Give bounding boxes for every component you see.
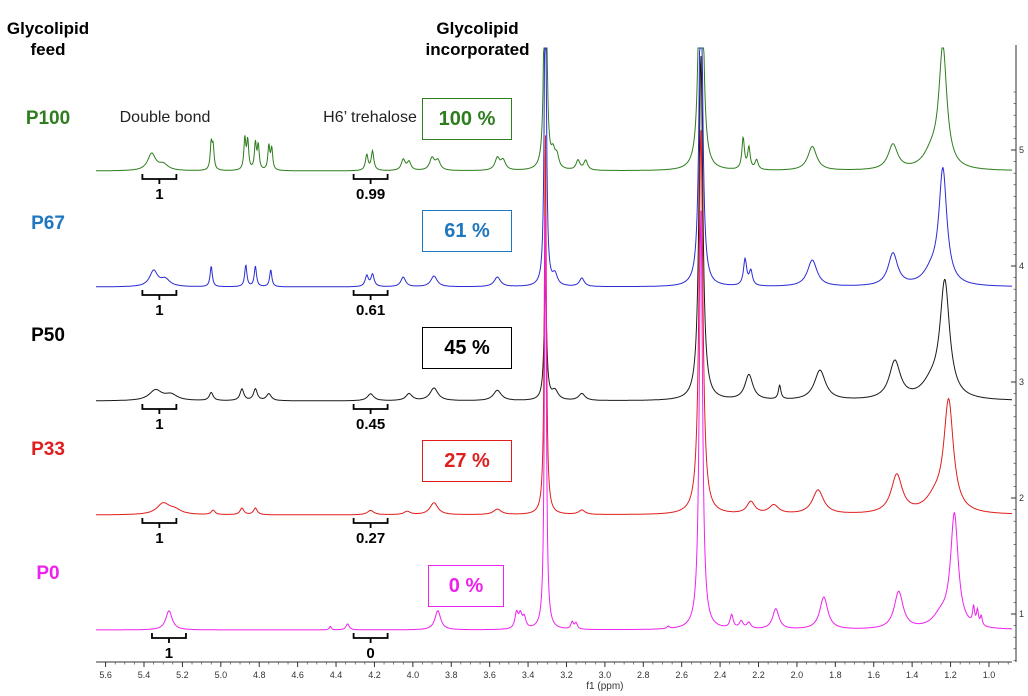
h6-p50-bracket	[352, 404, 389, 414]
h6-trehalose-label: H6’ trehalose	[323, 109, 417, 126]
x-tick-label-1.4: 1.4	[906, 670, 919, 680]
x-tick-label-1.0: 1.0	[983, 670, 996, 680]
y-tick-label-3: 3	[1019, 377, 1024, 387]
x-tick-label-5.4: 5.4	[138, 670, 151, 680]
double-bond-p0-integral: 1	[165, 645, 173, 662]
double-bond-p50-bracket	[141, 404, 178, 414]
double-bond-p33-bracket	[141, 518, 178, 528]
h6-p67-integral: 0.61	[356, 302, 385, 319]
spectrum-line-p67	[96, 47, 1012, 288]
glycolipid-incorporated-header: Glycolipid incorporated	[425, 19, 530, 59]
h6-p33-bracket	[352, 518, 389, 528]
x-tick-label-3.0: 3.0	[599, 670, 612, 680]
spectrum-line-p0	[96, 210, 1012, 631]
sample-label-p50: P50	[31, 325, 65, 346]
h6-p100-bracket	[352, 174, 389, 184]
h6-p0-integral: 0	[366, 645, 374, 662]
x-tick-label-4.2: 4.2	[368, 670, 381, 680]
incorporated-box-p33: 27 %	[422, 440, 512, 482]
double-bond-p50-integral: 1	[155, 416, 163, 433]
x-tick-label-3.2: 3.2	[560, 670, 573, 680]
incorporated-box-p0: 0 %	[428, 565, 504, 607]
x-tick-label-3.8: 3.8	[445, 670, 458, 680]
x-tick-label-4.0: 4.0	[407, 670, 420, 680]
x-tick-label-4.8: 4.8	[253, 670, 266, 680]
x-tick-label-5.2: 5.2	[176, 670, 189, 680]
double-bond-p67-integral: 1	[155, 302, 163, 319]
double-bond-p67-bracket	[141, 290, 178, 300]
x-tick-label-2.6: 2.6	[675, 670, 688, 680]
double-bond-label: Double bond	[119, 109, 211, 126]
h6-p0-bracket	[352, 633, 389, 643]
spectrum-line-p100	[96, 47, 1012, 172]
x-axis-title: f1 (ppm)	[586, 681, 623, 692]
sample-label-p33: P33	[31, 439, 65, 460]
spectrum-line-p33	[96, 130, 1012, 516]
y-tick-label-2: 2	[1019, 493, 1024, 503]
double-bond-p100-integral: 1	[155, 186, 163, 203]
x-tick-label-5.0: 5.0	[215, 670, 228, 680]
sample-label-p0: P0	[36, 563, 60, 584]
x-tick-label-4.4: 4.4	[330, 670, 343, 680]
x-tick-label-2.4: 2.4	[714, 670, 727, 680]
x-tick-label-2.8: 2.8	[637, 670, 650, 680]
sample-label-p67: P67	[31, 213, 65, 234]
x-tick-label-1.2: 1.2	[944, 670, 957, 680]
double-bond-p0-bracket	[151, 633, 187, 643]
y-tick-label-4: 4	[1019, 261, 1024, 271]
x-tick-label-5.6: 5.6	[99, 670, 112, 680]
x-tick-label-3.4: 3.4	[522, 670, 535, 680]
double-bond-p33-integral: 1	[155, 530, 163, 547]
x-tick-label-1.6: 1.6	[867, 670, 880, 680]
x-tick-label-2.0: 2.0	[791, 670, 804, 680]
spectrum-line-p50	[96, 55, 1012, 402]
x-tick-label-1.8: 1.8	[829, 670, 842, 680]
x-tick-label-4.6: 4.6	[291, 670, 304, 680]
double-bond-p100-bracket	[141, 174, 178, 184]
x-tick-label-3.6: 3.6	[483, 670, 496, 680]
y-tick-label-1: 1	[1019, 609, 1024, 619]
h6-p33-integral: 0.27	[356, 530, 385, 547]
h6-p100-integral: 0.99	[356, 186, 385, 203]
incorporated-box-p67: 61 %	[422, 210, 512, 252]
sample-label-p100: P100	[25, 108, 71, 129]
h6-p50-integral: 0.45	[356, 416, 385, 433]
x-tick-label-2.2: 2.2	[752, 670, 765, 680]
incorporated-box-p100: 100 %	[422, 98, 512, 140]
h6-p67-bracket	[352, 290, 389, 300]
incorporated-box-p50: 45 %	[422, 327, 512, 369]
glycolipid-feed-header: Glycolipid feed	[6, 19, 90, 59]
y-tick-label-5: 5	[1019, 145, 1024, 155]
